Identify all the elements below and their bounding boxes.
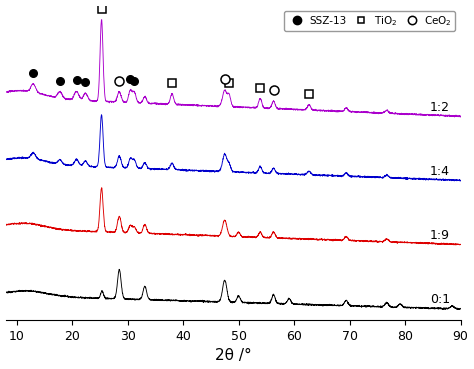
Text: 1:2: 1:2 bbox=[430, 101, 450, 114]
Text: 1:9: 1:9 bbox=[430, 229, 450, 242]
Text: 1:4: 1:4 bbox=[430, 165, 450, 178]
Legend: SSZ-13, TiO$_2$, CeO$_2$: SSZ-13, TiO$_2$, CeO$_2$ bbox=[283, 11, 456, 31]
Text: 0:1: 0:1 bbox=[430, 293, 450, 306]
X-axis label: 2θ /°: 2θ /° bbox=[215, 348, 251, 363]
